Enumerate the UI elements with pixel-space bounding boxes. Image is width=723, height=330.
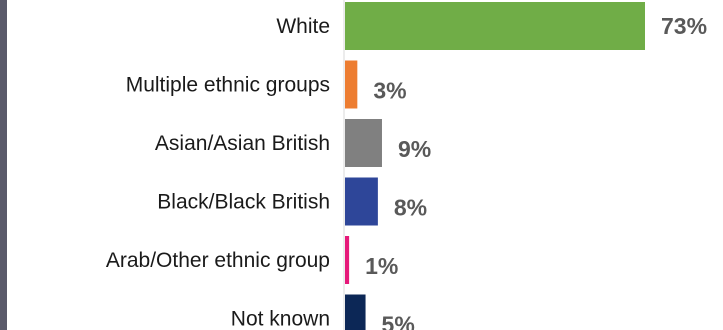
bar bbox=[345, 236, 350, 284]
category-label: Not known bbox=[231, 308, 330, 330]
value-label: 9% bbox=[398, 136, 431, 162]
category-label: Asian/Asian British bbox=[155, 132, 330, 155]
value-label: 1% bbox=[365, 253, 398, 279]
value-label: 73% bbox=[661, 13, 707, 39]
value-label: 5% bbox=[382, 312, 415, 330]
value-label: 8% bbox=[394, 195, 427, 221]
category-label: White bbox=[276, 15, 330, 38]
category-label: Black/Black British bbox=[157, 191, 330, 214]
bar bbox=[345, 294, 366, 330]
value-label: 3% bbox=[373, 78, 406, 104]
category-label: Arab/Other ethnic group bbox=[106, 249, 330, 272]
bar bbox=[345, 60, 358, 109]
bar bbox=[345, 177, 378, 226]
bar bbox=[345, 119, 382, 167]
category-label: Multiple ethnic groups bbox=[126, 74, 330, 97]
bar bbox=[345, 2, 645, 50]
left-border-rule bbox=[0, 0, 7, 330]
